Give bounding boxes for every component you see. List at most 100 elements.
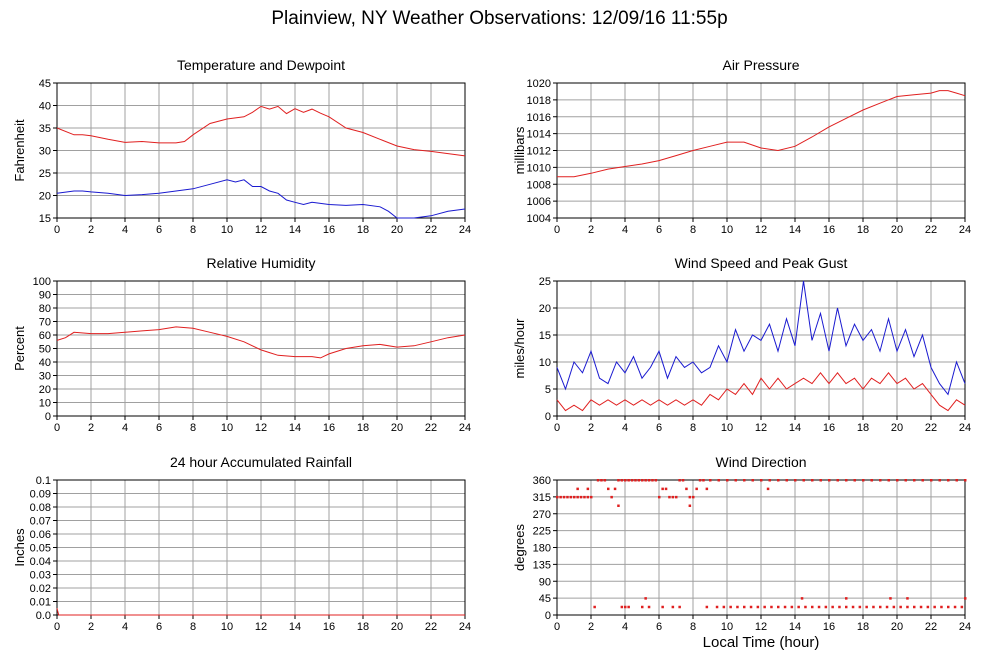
x-tick-label: 8 — [190, 422, 196, 434]
y-tick-label: 1004 — [527, 213, 551, 225]
data-point — [947, 479, 950, 482]
data-point — [661, 605, 664, 609]
data-point — [790, 605, 794, 609]
data-point — [651, 479, 654, 482]
x-tick-label: 14 — [789, 422, 801, 434]
data-point — [743, 479, 746, 482]
x-tick-label: 20 — [891, 224, 903, 236]
y-tick-label: 40 — [39, 357, 51, 369]
data-point — [831, 605, 834, 609]
data-point — [613, 487, 617, 491]
data-point — [600, 479, 603, 482]
y-tick-label: 10 — [539, 357, 551, 369]
y-tick-label: 1014 — [527, 129, 551, 141]
data-point — [845, 605, 848, 609]
data-point — [695, 487, 698, 491]
x-tick-label: 0 — [554, 224, 560, 236]
y-tick-label: 15 — [39, 213, 51, 225]
x-tick-label: 6 — [156, 224, 162, 236]
x-tick-label: 20 — [391, 224, 403, 236]
data-point — [617, 479, 620, 482]
y-tick-label: 1012 — [527, 146, 551, 158]
y-tick-label: 0.07 — [30, 516, 51, 528]
plot-frame — [56, 280, 466, 417]
data-point — [556, 495, 559, 499]
x-tick-label: 14 — [289, 422, 301, 434]
y-tick-label: 0.09 — [30, 489, 51, 501]
chart-title: 24 hour Accumulated Rainfall — [170, 454, 352, 470]
data-point — [717, 479, 720, 482]
x-tick-label: 18 — [357, 224, 369, 236]
x-tick-label: 16 — [323, 422, 335, 434]
y-tick-label: 35 — [39, 123, 51, 135]
data-point — [637, 479, 641, 482]
data-point — [634, 479, 637, 482]
y-tick-label: 0 — [545, 411, 551, 423]
data-point — [698, 479, 702, 482]
x-tick-label: 12 — [255, 621, 267, 633]
chart-title: Relative Humidity — [207, 255, 316, 271]
data-point — [705, 487, 709, 491]
chart-title: Temperature and Dewpoint — [177, 57, 345, 73]
y-tick-label: 45 — [39, 78, 51, 90]
x-tick-label: 24 — [459, 621, 471, 633]
data-point — [858, 605, 862, 609]
data-point — [804, 605, 807, 609]
y-axis-label: Fahrenheit — [12, 119, 27, 182]
data-point — [562, 495, 566, 499]
series-line-red — [56, 608, 465, 616]
data-point — [664, 487, 668, 491]
data-point — [760, 479, 763, 482]
x-tick-label: 10 — [221, 422, 233, 434]
series-line-red — [556, 371, 966, 412]
x-tick-label: 0 — [54, 621, 60, 633]
data-point — [722, 605, 726, 609]
data-point — [709, 479, 712, 482]
data-point — [736, 605, 739, 609]
data-point — [627, 605, 630, 609]
data-point — [743, 605, 746, 609]
x-tick-label: 4 — [122, 422, 128, 434]
data-point — [953, 605, 957, 609]
x-tick-label: 10 — [721, 422, 733, 434]
x-tick-label: 22 — [925, 422, 937, 434]
data-point — [828, 479, 831, 482]
data-point — [862, 479, 865, 482]
x-tick-label: 18 — [857, 422, 869, 434]
x-tick-label: 22 — [425, 422, 437, 434]
data-point — [671, 495, 675, 499]
data-point — [836, 479, 839, 482]
y-tick-label: 315 — [533, 492, 551, 504]
y-tick-label: 0.0 — [36, 610, 51, 622]
x-tick-label: 10 — [721, 224, 733, 236]
x-tick-label: 0 — [54, 422, 60, 434]
data-point — [661, 487, 664, 491]
data-point — [647, 605, 651, 609]
x-tick-label: 14 — [289, 621, 301, 633]
x-tick-label: 4 — [622, 621, 628, 633]
y-tick-label: 1016 — [527, 112, 551, 124]
y-tick-label: 25 — [39, 168, 51, 180]
y-tick-label: 0.05 — [30, 543, 51, 555]
x-tick-label: 24 — [959, 621, 971, 633]
data-point — [715, 605, 719, 609]
y-tick-label: 50 — [39, 344, 51, 356]
data-point — [726, 479, 729, 482]
data-point — [899, 605, 902, 609]
x-tick-label: 10 — [221, 621, 233, 633]
y-tick-label: 180 — [533, 543, 551, 555]
data-point — [845, 597, 848, 600]
data-point — [734, 479, 737, 482]
data-point — [947, 605, 950, 609]
data-point — [630, 479, 634, 482]
series-line-red — [56, 326, 466, 359]
data-point — [583, 495, 586, 499]
series-line-blue — [56, 179, 466, 219]
x-tick-label: 4 — [622, 422, 628, 434]
data-point — [688, 504, 692, 507]
data-point — [692, 495, 695, 499]
x-tick-label: 24 — [459, 422, 471, 434]
